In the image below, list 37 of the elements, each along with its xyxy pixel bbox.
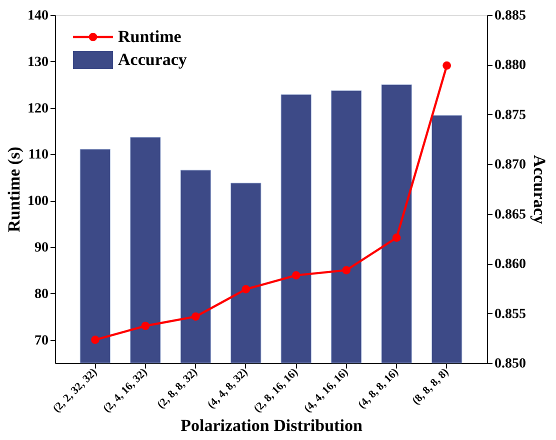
point <box>91 336 100 344</box>
y-tick-label: 100 <box>28 194 48 210</box>
y-tick-label: 90 <box>34 240 48 256</box>
y2-tick-label: 0.865 <box>494 207 526 222</box>
x-tick-label: (4, 4, 8, 32) <box>205 366 250 412</box>
y2-tick-label: 0.875 <box>494 108 526 123</box>
x-axis-title: Polarization Distribution <box>180 416 363 436</box>
y-axis-title: Runtime (s) <box>4 146 24 232</box>
y-tick-label: 110 <box>28 148 48 163</box>
y-tick-label: 130 <box>28 54 48 70</box>
point <box>342 266 351 274</box>
y2-tick-label: 0.870 <box>494 158 526 173</box>
x-tick-label: (4, 8, 8, 16) <box>356 366 402 412</box>
point <box>141 322 150 330</box>
legend-label: Accuracy <box>118 50 188 69</box>
y2-axis-title: Accuracy <box>530 155 549 224</box>
y2-tick-label: 0.885 <box>494 8 526 24</box>
y-tick-label: 140 <box>28 8 48 24</box>
point <box>292 271 300 280</box>
x-tick-label: (4, 4, 16, 16) <box>302 366 351 415</box>
point <box>442 61 451 70</box>
x-tick-label: (2, 8, 8, 32) <box>155 366 200 412</box>
y-tick-label: 70 <box>34 333 48 348</box>
y-tick-label: 80 <box>34 286 48 302</box>
x-tick-label: (2, 2, 32, 32) <box>50 366 100 415</box>
y2-tick-label: 0.850 <box>494 356 526 372</box>
x-tick-label: (2, 4, 16, 32) <box>100 366 150 415</box>
legend-label: Runtime <box>118 27 182 46</box>
point <box>242 285 250 294</box>
point <box>392 234 401 242</box>
x-tick-label: (2, 8, 16, 16) <box>252 366 301 415</box>
y2-tick-label: 0.860 <box>494 257 526 272</box>
x-tick-label: (8, 8, 8, 8) <box>410 366 452 408</box>
y2-tick-label: 0.880 <box>494 58 526 74</box>
point <box>191 312 200 321</box>
y2-tick-label: 0.855 <box>494 306 526 322</box>
y-tick-label: 120 <box>28 101 48 116</box>
